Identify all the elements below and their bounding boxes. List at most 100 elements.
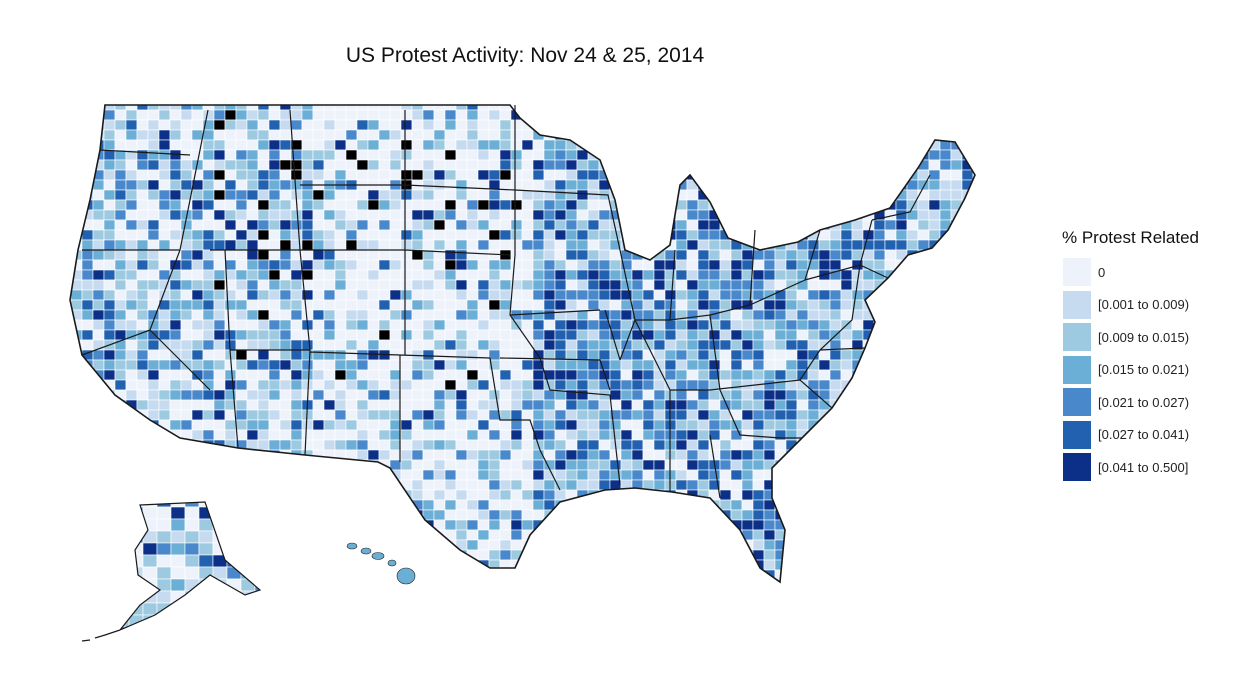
county-cell — [367, 259, 380, 271]
county-cell — [598, 109, 611, 121]
county-cell — [862, 449, 875, 461]
county-cell — [378, 429, 391, 441]
county-cell — [840, 449, 853, 461]
county-cell — [70, 239, 72, 251]
county-cell — [70, 119, 83, 131]
county-cell — [653, 169, 666, 181]
county-cell — [642, 109, 655, 121]
county-cell — [895, 429, 908, 441]
county-cell — [114, 179, 127, 191]
county-cell — [378, 489, 391, 501]
county-cell — [433, 409, 446, 421]
county-cell — [202, 369, 215, 381]
county-cell — [170, 614, 186, 628]
county-cell — [70, 269, 72, 281]
county-cell — [499, 409, 512, 421]
county-cell — [730, 139, 743, 151]
county-cell — [103, 509, 116, 521]
county-cell — [170, 554, 186, 568]
county-cell — [521, 169, 534, 181]
county-cell — [466, 199, 479, 211]
county-cell — [81, 559, 94, 571]
county-cell — [246, 339, 259, 351]
county-cell — [620, 459, 633, 471]
county-cell — [763, 479, 776, 491]
county-cell — [873, 259, 886, 271]
county-cell — [521, 489, 534, 501]
county-cell — [906, 189, 919, 201]
county-cell — [884, 229, 897, 241]
county-cell — [576, 529, 589, 541]
county-cell — [807, 489, 820, 501]
county-cell — [873, 389, 886, 401]
county-cell — [356, 219, 369, 231]
county-cell — [323, 159, 336, 171]
county-cell — [686, 149, 699, 161]
county-cell — [587, 389, 600, 401]
county-cell — [125, 179, 138, 191]
county-cell — [433, 319, 446, 331]
county-cell — [708, 549, 721, 561]
county-cell — [92, 209, 105, 221]
county-cell — [697, 109, 710, 121]
county-cell — [367, 419, 380, 431]
county-cell — [840, 139, 853, 151]
county-cell — [202, 409, 215, 421]
county-cell — [455, 519, 468, 531]
county-cell — [521, 229, 534, 241]
county-cell — [984, 430, 995, 440]
county-cell — [301, 549, 314, 561]
county-cell — [840, 309, 853, 321]
county-cell — [631, 189, 644, 201]
county-cell — [367, 279, 380, 291]
county-cell — [642, 319, 655, 331]
county-cell — [984, 450, 995, 460]
county-cell — [466, 569, 479, 581]
county-cell — [169, 379, 182, 391]
county-cell — [675, 539, 688, 551]
county-cell — [488, 439, 501, 451]
county-cell — [444, 419, 457, 431]
county-cell — [477, 529, 490, 541]
county-cell — [411, 539, 424, 551]
county-cell — [653, 569, 666, 581]
county-cell — [730, 119, 743, 131]
county-cell — [499, 299, 512, 311]
county-cell — [433, 389, 446, 401]
county-cell — [213, 329, 226, 341]
county-cell — [664, 319, 677, 331]
county-cell — [708, 259, 721, 271]
county-cell — [664, 139, 677, 151]
county-cell — [81, 409, 94, 421]
county-cell — [796, 559, 809, 571]
county-cell — [477, 309, 490, 321]
county-cell — [400, 429, 413, 441]
county-cell — [114, 299, 127, 311]
county-cell — [752, 129, 765, 141]
county-cell — [240, 614, 256, 628]
county-cell — [279, 199, 292, 211]
county-cell — [862, 519, 875, 531]
county-cell — [367, 359, 380, 371]
county-cell — [367, 379, 380, 391]
county-cell — [631, 409, 644, 421]
county-cell — [400, 469, 413, 481]
county-cell — [378, 109, 391, 121]
county-cell — [906, 499, 919, 511]
county-cell — [961, 529, 974, 541]
county-cell — [444, 149, 457, 161]
county-cell — [521, 369, 534, 381]
county-cell — [697, 519, 710, 531]
county-cell — [631, 439, 644, 451]
county-cell — [664, 549, 677, 561]
county-cell — [510, 179, 523, 191]
county-cell — [961, 489, 974, 501]
county-cell — [554, 219, 567, 231]
county-cell — [136, 139, 149, 151]
county-cell — [961, 349, 974, 361]
county-cell — [873, 379, 886, 391]
county-cell — [422, 329, 435, 341]
county-cell — [191, 129, 204, 141]
county-cell — [125, 349, 138, 361]
county-cell — [598, 479, 611, 491]
